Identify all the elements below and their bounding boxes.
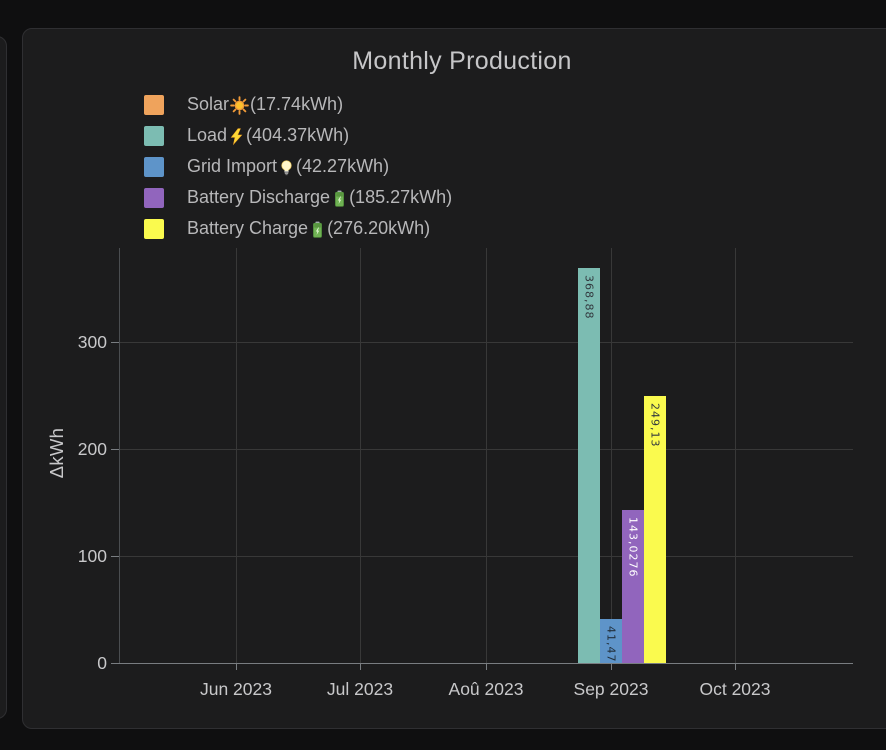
legend-label: Load [187,125,228,145]
legend-total: (185.27kWh) [349,187,453,207]
lightning-icon [228,127,245,146]
legend: Solar (17.74kWh) Load [144,89,452,244]
legend-label: Battery Discharge [187,187,331,207]
legend-item-battery-charge[interactable]: Battery Charge (276.20kWh) [144,213,452,244]
bar-value-label: 368,88 [582,275,596,320]
legend-item-load[interactable]: Load (404.37kWh) [144,120,452,151]
legend-total: (42.27kWh) [296,156,390,176]
bar-grid-import[interactable]: 41,47 [600,618,622,663]
legend-item-grid-import[interactable]: Grid Import (42.27kWh) [144,151,452,182]
legend-label: Grid Import [187,156,278,176]
legend-label: Battery Charge [187,218,309,238]
adjacent-panel [0,36,7,719]
bar-value-label: 249,13 [648,403,662,448]
legend-total: (404.37kWh) [246,125,350,145]
legend-swatch [144,156,164,177]
legend-total: (17.74kWh) [250,94,344,114]
bar-load[interactable]: 368,88 [578,268,600,663]
battery-icon [309,220,326,239]
legend-total: (276.20kWh) [327,218,431,238]
bar-value-label: 41,47 [604,625,618,663]
legend-label: Solar [187,94,230,114]
battery-icon [331,189,348,208]
y-axis-title: ΔkWh [46,427,67,479]
legend-swatch [144,218,164,239]
legend-swatch [144,187,164,208]
chart-title: Monthly Production [352,47,572,75]
sun-icon [230,96,249,115]
legend-item-solar[interactable]: Solar (17.74kWh) [144,89,452,120]
bar-battery-charge[interactable]: 249,13 [644,396,666,663]
bulb-icon [278,158,295,177]
legend-item-battery-discharge[interactable]: Battery Discharge (185.27kWh) [144,182,452,213]
legend-swatch [144,94,164,115]
bar-battery-discharge[interactable]: 143,0276 [622,509,644,663]
legend-swatch [144,125,164,146]
chart-panel: Monthly Production Solar (17.74kWh) [22,28,886,729]
bar-value-label: 143,0276 [626,516,640,578]
